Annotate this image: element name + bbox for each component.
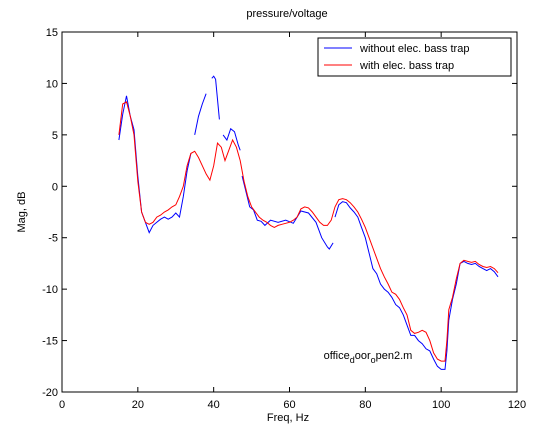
x-tick-label: 100 bbox=[432, 399, 450, 411]
legend-box bbox=[317, 37, 512, 77]
x-tick-label: 60 bbox=[283, 399, 295, 411]
series-line-without-trap bbox=[194, 93, 207, 136]
y-tick-label: -10 bbox=[42, 284, 58, 296]
series-line-with-trap bbox=[118, 101, 499, 362]
annotation-text-part: pen2.m bbox=[376, 350, 413, 362]
y-tick-label: 5 bbox=[52, 130, 58, 142]
x-tick-label: 80 bbox=[359, 399, 371, 411]
x-tick-label: 120 bbox=[508, 399, 526, 411]
legend: without elec. bass trap with elec. bass … bbox=[317, 37, 512, 77]
series-line-without-trap bbox=[334, 201, 499, 370]
annotation-subscript: o bbox=[371, 355, 376, 365]
x-axis-label: Freq, Hz bbox=[267, 412, 309, 424]
annotation-text-part: office bbox=[324, 350, 350, 362]
y-tick-label: 0 bbox=[52, 181, 58, 193]
y-tick-label: 10 bbox=[46, 78, 58, 90]
chart-title: pressure/voltage bbox=[246, 8, 327, 20]
x-tick-label: 20 bbox=[132, 399, 144, 411]
series-line-without-trap bbox=[211, 75, 220, 120]
x-tick-label: 40 bbox=[208, 399, 220, 411]
y-axis-label: Mag, dB bbox=[16, 192, 28, 233]
x-tick-label: 0 bbox=[59, 399, 65, 411]
y-tick-label: -15 bbox=[42, 336, 58, 348]
y-tick-label: -20 bbox=[42, 387, 58, 399]
x-axis-ticks: 0 20 40 60 80 100 120 bbox=[59, 32, 526, 411]
annotation-text-part: oor bbox=[355, 350, 371, 362]
series-line-without-trap bbox=[222, 127, 241, 151]
y-axis-ticks: -20 -15 -10 -5 0 5 10 15 bbox=[42, 27, 517, 399]
annotation-subscript: d bbox=[350, 355, 355, 365]
y-tick-label: 15 bbox=[46, 27, 58, 39]
y-tick-label: -5 bbox=[48, 233, 58, 245]
legend-label-without-trap: without elec. bass trap bbox=[359, 43, 469, 55]
legend-label-with-trap: with elec. bass trap bbox=[359, 60, 454, 72]
script-annotation: officedooropen2.m bbox=[324, 350, 413, 365]
plot-series bbox=[118, 75, 499, 370]
